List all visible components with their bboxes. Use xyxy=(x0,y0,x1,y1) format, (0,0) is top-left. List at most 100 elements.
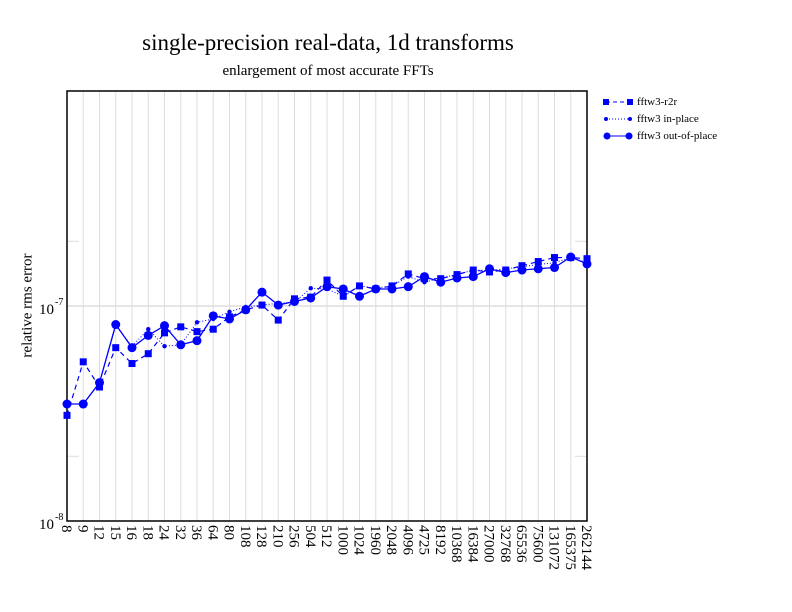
x-tick-label: 8 xyxy=(58,525,74,533)
data-point-circle xyxy=(160,321,169,331)
legend-item-out-of-place: fftw3 out-of-place xyxy=(603,127,717,144)
data-point-square xyxy=(161,329,168,337)
x-tick-label: 36 xyxy=(188,525,204,541)
data-point-circle xyxy=(371,284,381,294)
data-point-circle xyxy=(533,264,543,274)
y-tick-exponent: -7 xyxy=(55,297,63,308)
x-tick-label: 75600 xyxy=(529,525,545,563)
data-point-circle xyxy=(143,330,153,340)
data-point-circle xyxy=(436,277,446,287)
x-tick-label: 65536 xyxy=(513,525,529,563)
data-point-circle xyxy=(468,272,478,282)
x-tick-label: 131072 xyxy=(546,525,562,570)
data-point-circle xyxy=(95,378,104,388)
data-point-circle xyxy=(338,284,348,294)
x-tick-label: 1960 xyxy=(367,525,383,555)
data-point-square xyxy=(534,258,542,266)
data-point-dot xyxy=(308,286,313,291)
y-tick-exponent: -8 xyxy=(55,512,63,523)
data-point-dot xyxy=(146,326,151,332)
data-point-circle xyxy=(257,287,267,297)
data-point-circle xyxy=(78,399,88,409)
data-point-circle xyxy=(355,291,364,301)
x-tick-label: 10368 xyxy=(448,525,464,563)
x-tick-label: 18 xyxy=(139,525,155,540)
data-point-circle xyxy=(111,320,121,330)
legend-label: fftw3 in-place xyxy=(637,112,699,125)
legend-marker-dotted-dot xyxy=(604,116,632,121)
y-tick-label: 10 xyxy=(39,517,54,533)
x-tick-label: 16 xyxy=(123,525,139,541)
data-point-square xyxy=(63,411,71,419)
data-point-square xyxy=(144,350,152,358)
x-tick-label: 262144 xyxy=(578,525,594,571)
data-point-circle xyxy=(306,293,316,303)
legend-marker-dashed-square xyxy=(603,98,633,105)
data-point-square xyxy=(274,316,282,324)
data-point-circle xyxy=(403,282,413,292)
data-point-circle xyxy=(176,340,186,350)
x-tick-label: 15 xyxy=(107,525,123,540)
x-tick-label: 4096 xyxy=(399,525,415,556)
legend-item-in-place: fftw3 in-place xyxy=(603,110,717,127)
data-point-square xyxy=(128,360,136,368)
data-point-circle xyxy=(290,296,299,306)
data-point-square xyxy=(177,323,185,331)
x-tick-label: 32 xyxy=(172,525,188,540)
data-point-dot xyxy=(471,267,476,273)
data-point-square xyxy=(209,325,217,333)
data-point-circle xyxy=(273,300,283,310)
x-tick-label: 64 xyxy=(204,525,220,541)
data-point-circle xyxy=(582,259,592,269)
x-tick-label: 32768 xyxy=(497,525,513,563)
data-point-dot xyxy=(406,274,411,279)
x-tick-label: 504 xyxy=(302,525,318,548)
data-point-circle xyxy=(485,264,494,274)
data-point-square xyxy=(404,270,412,278)
data-point-circle xyxy=(241,305,251,315)
x-tick-label: 165375 xyxy=(562,525,578,570)
legend-label: fftw3 out-of-place xyxy=(637,129,718,142)
data-point-circle xyxy=(566,252,576,262)
data-point-circle xyxy=(420,272,429,282)
x-tick-label: 1024 xyxy=(351,525,367,556)
data-point-square xyxy=(112,344,120,352)
legend-label: fftw3-r2r xyxy=(637,95,678,108)
x-tick-label: 27000 xyxy=(481,525,497,563)
x-tick-label: 80 xyxy=(221,525,237,540)
x-tick-label: 1000 xyxy=(334,525,350,555)
data-point-circle xyxy=(387,284,397,294)
x-tick-label: 8192 xyxy=(432,525,448,555)
legend-marker-solid-circle xyxy=(603,132,633,139)
data-point-square xyxy=(79,358,87,366)
data-point-circle xyxy=(62,399,72,409)
plot-frame xyxy=(66,90,588,522)
data-point-square xyxy=(583,255,591,263)
chart-subtitle: enlargement of most accurate FFTs xyxy=(222,63,434,79)
x-tick-label: 210 xyxy=(269,525,285,548)
legend: fftw3-r2r fftw3 in-place fftw3 out-of-pl… xyxy=(603,93,717,144)
data-point-circle xyxy=(322,282,332,292)
x-tick-label: 128 xyxy=(253,525,269,548)
x-tick-label: 4725 xyxy=(416,525,432,555)
data-point-dot xyxy=(162,344,167,349)
data-point-square xyxy=(551,254,558,262)
data-point-dot xyxy=(194,320,200,325)
x-tick-label: 9 xyxy=(74,525,90,533)
data-point-dot xyxy=(259,302,265,308)
data-point-square xyxy=(323,276,331,284)
data-point-circle xyxy=(501,268,511,278)
data-point-circle xyxy=(208,311,218,321)
data-point-dot xyxy=(227,309,232,314)
y-tick-label: 10 xyxy=(39,302,54,318)
chart-title: single-precision real-data, 1d transform… xyxy=(142,30,514,55)
x-tick-label: 256 xyxy=(286,525,302,548)
data-point-circle xyxy=(225,314,234,324)
data-point-dot xyxy=(341,294,346,299)
x-tick-label: 16384 xyxy=(464,525,480,563)
x-tick-label: 12 xyxy=(91,525,107,540)
x-tick-label: 512 xyxy=(318,525,334,548)
data-point-circle xyxy=(127,343,137,353)
x-tick-label: 108 xyxy=(237,525,253,548)
